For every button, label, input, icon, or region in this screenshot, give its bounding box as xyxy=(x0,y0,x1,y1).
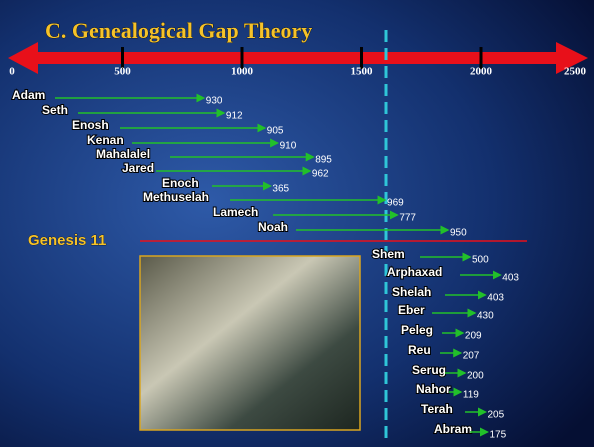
person-name: Abram xyxy=(434,422,472,436)
person-name: Adam xyxy=(12,88,45,102)
person-name: Enosh xyxy=(72,118,109,132)
lifespan-label: 403 xyxy=(502,273,519,284)
person-name: Methuselah xyxy=(143,190,209,204)
person-name: Reu xyxy=(408,343,431,357)
divider-label: Genesis 11 xyxy=(28,232,106,249)
lifespan-label: 500 xyxy=(472,255,489,266)
lifespan-label: 175 xyxy=(490,430,507,441)
person-name: Seth xyxy=(42,103,68,117)
tick-label: 2000 xyxy=(470,66,493,78)
person-name: Serug xyxy=(412,363,446,377)
lifespan-label: 912 xyxy=(226,111,243,122)
person-name: Shelah xyxy=(392,285,431,299)
lifespan-label: 207 xyxy=(463,351,480,362)
person-name: Enoch xyxy=(162,176,199,190)
person-name: Kenan xyxy=(87,133,124,147)
tick-label: 1500 xyxy=(351,66,374,78)
person-name: Noah xyxy=(258,220,288,234)
person-name: Terah xyxy=(421,402,453,416)
lifespan-label: 950 xyxy=(450,228,467,239)
tick-label: 500 xyxy=(114,66,131,78)
person-name: Peleg xyxy=(401,323,433,337)
lifespan-label: 930 xyxy=(206,96,223,107)
person-name: Arphaxad xyxy=(387,265,442,279)
flood-painting xyxy=(140,256,360,430)
tick-label: 2500 xyxy=(564,66,587,78)
lifespan-label: 200 xyxy=(467,371,484,382)
lifespan-label: 777 xyxy=(399,213,416,224)
person-name: Eber xyxy=(398,303,425,317)
person-name: Lamech xyxy=(213,205,258,219)
tick-label: 0 xyxy=(9,66,15,78)
tick-label: 1000 xyxy=(231,66,254,78)
lifespan-label: 119 xyxy=(463,390,479,401)
slide-title: C. Genealogical Gap Theory xyxy=(45,18,312,43)
lifespan-label: 895 xyxy=(315,155,332,166)
lifespan-label: 962 xyxy=(312,169,329,180)
lifespan-label: 430 xyxy=(477,311,494,322)
lifespan-label: 403 xyxy=(487,293,504,304)
lifespan-label: 910 xyxy=(280,141,297,152)
lifespan-label: 365 xyxy=(272,184,289,195)
person-name: Shem xyxy=(372,247,405,261)
lifespan-label: 205 xyxy=(488,410,505,421)
lifespan-label: 209 xyxy=(465,331,482,342)
person-name: Mahalalel xyxy=(96,147,150,161)
lifespan-label: 905 xyxy=(267,126,284,137)
person-name: Nahor xyxy=(416,382,451,396)
slide: C. Genealogical Gap Theory Genesis 11 0 5… xyxy=(0,0,594,447)
lifespan-label: 969 xyxy=(387,198,404,209)
person-name: Jared xyxy=(122,161,154,175)
